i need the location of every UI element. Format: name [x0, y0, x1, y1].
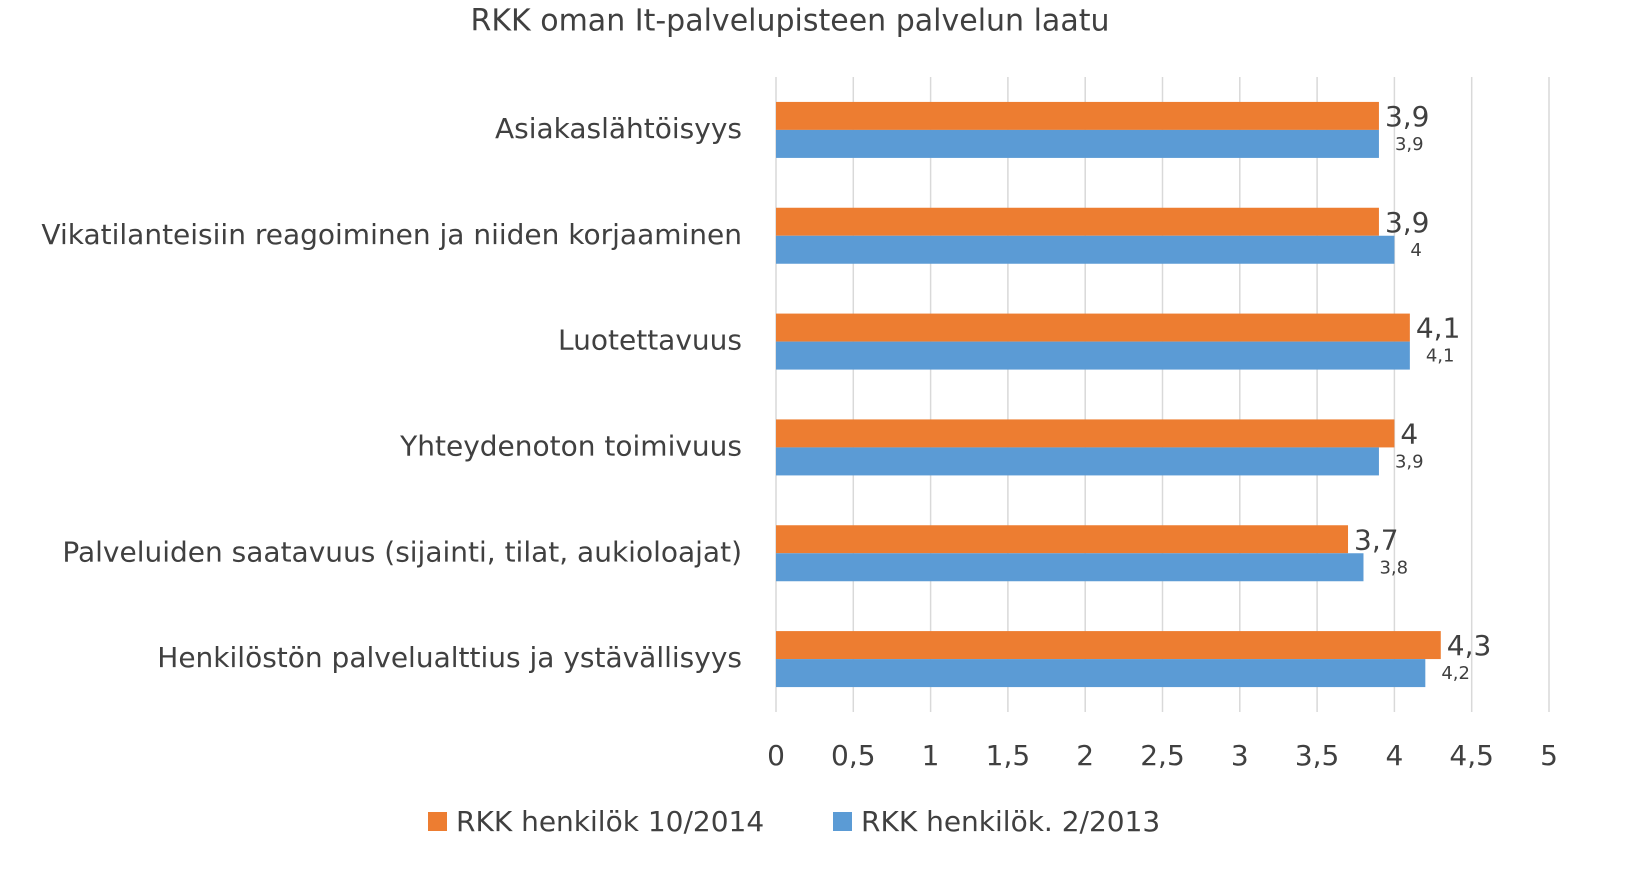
x-tick-label: 2,5 — [1140, 739, 1185, 772]
legend-swatch — [428, 812, 447, 831]
value-label: 4,1 — [1416, 312, 1461, 345]
y-tick-label: Henkilöstön palvelualttius ja ystävällis… — [157, 641, 742, 674]
x-tick-label: 5 — [1540, 739, 1558, 772]
bar — [776, 101, 1379, 130]
x-tick-label: 2 — [1076, 739, 1094, 772]
bar — [776, 235, 1395, 264]
y-tick-label: Vikatilanteisiin reagoiminen ja niiden k… — [41, 218, 742, 251]
x-tick-label: 0,5 — [831, 739, 876, 772]
y-tick-label: Luotettavuus — [558, 324, 742, 357]
bar — [776, 447, 1379, 476]
value-label: 4,2 — [1441, 663, 1470, 684]
legend-label: RKK henkilök 10/2014 — [456, 805, 764, 838]
y-tick-label: Yhteydenoton toimivuus — [399, 429, 742, 462]
value-label: 3,8 — [1379, 557, 1408, 578]
y-tick-label: Asiakaslähtöisyys — [495, 112, 742, 145]
bar — [776, 341, 1410, 370]
bar — [776, 313, 1410, 342]
bar — [776, 553, 1364, 582]
legend-label: RKK henkilök. 2/2013 — [861, 805, 1160, 838]
bar — [776, 207, 1379, 236]
value-label: 3,7 — [1354, 523, 1399, 556]
y-tick-label: Palveluiden saatavuus (sijainti, tilat, … — [62, 535, 742, 568]
bar — [776, 419, 1395, 448]
value-label: 3,9 — [1395, 451, 1424, 472]
value-label: 4 — [1410, 240, 1421, 261]
legend-swatch — [833, 812, 852, 831]
x-tick-label: 1 — [922, 739, 940, 772]
value-label: 3,9 — [1385, 100, 1430, 133]
bar — [776, 659, 1426, 688]
x-tick-label: 4 — [1385, 739, 1403, 772]
bar — [776, 631, 1441, 660]
value-label: 3,9 — [1395, 134, 1424, 155]
x-tick-label: 1,5 — [986, 739, 1031, 772]
value-label: 4,3 — [1447, 629, 1492, 662]
x-tick-label: 4,5 — [1449, 739, 1494, 772]
chart-title: RKK oman It-palvelupisteen palvelun laat… — [471, 4, 1110, 39]
value-label: 4 — [1400, 417, 1418, 450]
x-tick-label: 3,5 — [1295, 739, 1340, 772]
value-label: 3,9 — [1385, 206, 1430, 239]
bar — [776, 525, 1349, 554]
x-tick-label: 0 — [767, 739, 785, 772]
x-tick-label: 3 — [1231, 739, 1249, 772]
value-label: 4,1 — [1426, 346, 1455, 367]
bar — [776, 129, 1379, 158]
